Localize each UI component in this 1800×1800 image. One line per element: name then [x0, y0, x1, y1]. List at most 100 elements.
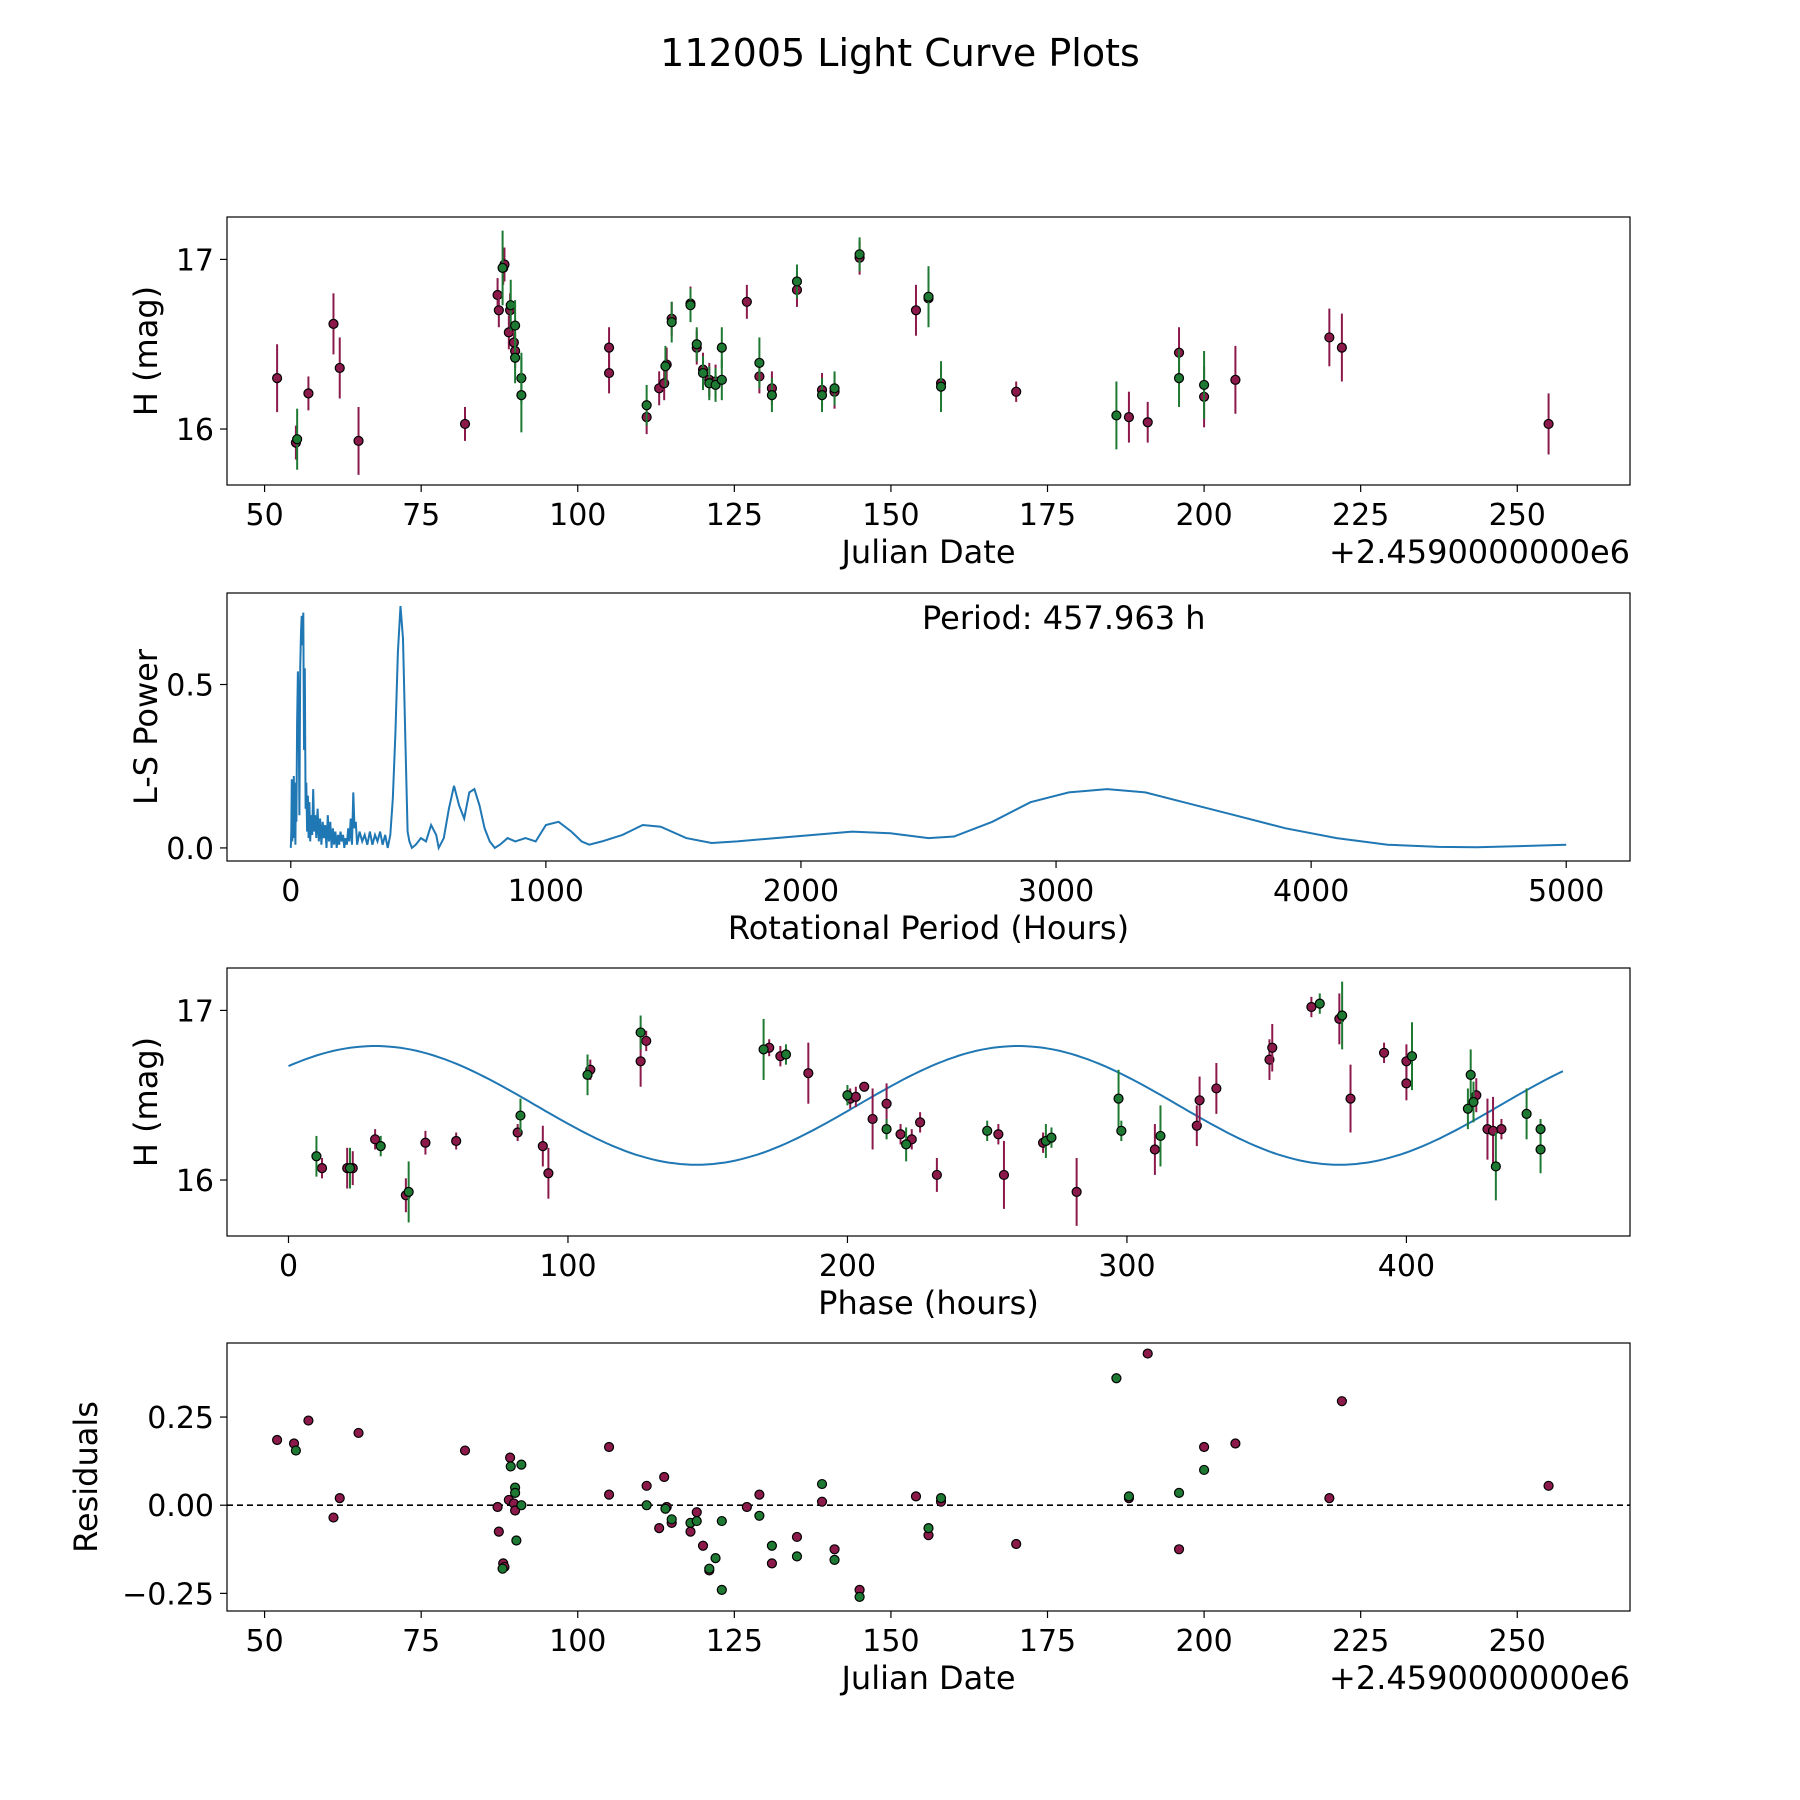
lightcurve-xtick-label: 125: [706, 498, 763, 533]
residuals-panel: 50 75 100 125 150 175 200 225 250 −0.25 0.00 0.25 Ju…: [67, 1342, 1631, 1697]
residuals-data-point: [505, 1452, 516, 1463]
residuals-data-point: [697, 1540, 709, 1551]
lightcurve-data-point: [1324, 332, 1335, 343]
residuals-data-point: [641, 1500, 652, 1511]
residuals-data-point: [854, 1591, 865, 1602]
lightcurve-data-point: [716, 374, 727, 385]
lightcurve-data-point: [923, 291, 934, 302]
phased-data-point: [758, 1044, 769, 1055]
phased-data-point: [998, 1169, 1010, 1181]
phased-frame: [226, 967, 1631, 1237]
residuals-data-point: [704, 1563, 715, 1574]
lightcurve-ytick-label: 17: [176, 243, 214, 278]
phased-data-point: [1149, 1144, 1160, 1155]
phased-data-point: [515, 1110, 526, 1121]
phased-data-point: [1155, 1130, 1166, 1142]
lightcurve-data-point: [328, 318, 339, 329]
phased-data-point: [1462, 1103, 1474, 1114]
phased-ylabel: H (mag): [127, 1037, 165, 1167]
lightcurve-data-point: [685, 300, 696, 311]
phased-ytick-label: 17: [176, 994, 214, 1029]
phased-data-point: [420, 1137, 431, 1148]
residuals-xtick-label: 125: [706, 1624, 763, 1659]
lightcurve-data-point: [603, 367, 615, 379]
periodogram-panel: 0 1000 2000 3000 4000 5000 0.0 0.5 Rotational Pe…: [127, 592, 1631, 947]
phased-data-point: [1314, 998, 1325, 1009]
residuals-data-point: [660, 1503, 671, 1514]
periodogram-xtick-label: 1000: [508, 874, 584, 909]
residuals-data-point: [935, 1493, 947, 1504]
residuals-xtick-label: 200: [1175, 1624, 1232, 1659]
lightcurve-ytick-label: 16: [176, 413, 214, 448]
residuals-data-point: [516, 1500, 527, 1511]
lightcurve-data-point: [1198, 379, 1210, 391]
residuals-data-point: [791, 1551, 803, 1562]
residuals-data-point: [1198, 1441, 1210, 1453]
residuals-data-point: [493, 1526, 504, 1537]
phased-ytick-label: 16: [176, 1164, 214, 1199]
phased-data-point: [803, 1068, 814, 1079]
phased-xtick-label: 0: [279, 1249, 298, 1284]
lightcurve-data-point: [791, 276, 803, 287]
lightcurve-data-point: [516, 390, 527, 401]
phased-data-point: [1267, 1042, 1278, 1053]
residuals-xtick-label: 50: [245, 1624, 283, 1659]
lightcurve-data-point: [1123, 412, 1135, 423]
periodogram-xtick-label: 0: [281, 874, 300, 909]
lightcurve-data-point: [508, 337, 519, 348]
phased-data-point: [859, 1081, 870, 1092]
residuals-ytick-label: 0.00: [147, 1489, 214, 1524]
residuals-data-point: [791, 1531, 803, 1543]
phased-data-point: [850, 1091, 861, 1103]
phased-data-point: [1535, 1144, 1546, 1155]
phased-data-point: [451, 1135, 462, 1147]
lightcurve-data-point: [1142, 417, 1153, 428]
periodogram-xtick-label: 2000: [763, 874, 839, 909]
periodogram-xtick-label: 5000: [1528, 874, 1604, 909]
lightcurve-data-point: [910, 305, 922, 316]
residuals-data-point: [1173, 1487, 1185, 1498]
phased-data-point: [1046, 1132, 1057, 1143]
residuals-data-point: [1142, 1348, 1153, 1359]
phased-data-point: [311, 1151, 322, 1162]
residuals-data-point: [497, 1563, 508, 1574]
lightcurve-data-point: [292, 434, 303, 445]
residuals-data-point: [1198, 1464, 1210, 1476]
lightcurve-xtick-label: 200: [1175, 498, 1232, 533]
residuals-data-point: [290, 1445, 301, 1456]
residuals-data-point: [666, 1514, 677, 1525]
periodogram-frame: [226, 592, 1631, 862]
residuals-data-point: [716, 1515, 727, 1527]
periodogram-series-line: [289, 606, 1567, 851]
phased-data-point: [915, 1117, 926, 1128]
residuals-data-point: [603, 1489, 615, 1500]
phased-panel: 0 100 200 300 400 16 17 Phase (hours) H (mag): [127, 967, 1631, 1322]
phased-xlabel: Phase (hours): [818, 1284, 1039, 1322]
lightcurve-data-point: [303, 388, 314, 399]
lightcurve-offset-label: +2.4590000000e6: [1329, 533, 1630, 571]
lightcurve-data-point: [603, 342, 615, 353]
lightcurve-data-point: [935, 381, 947, 392]
residuals-data-point: [816, 1496, 828, 1507]
lightcurve-data-point: [497, 262, 508, 273]
lightcurve-ylabel: H (mag): [127, 286, 165, 416]
lightcurve-xtick-label: 250: [1489, 498, 1546, 533]
lightcurve-data-point: [716, 342, 727, 353]
residuals-data-point: [1230, 1438, 1241, 1449]
phased-data-point: [316, 1163, 328, 1174]
phased-data-point: [1337, 1010, 1348, 1021]
residuals-data-point: [923, 1523, 934, 1534]
residuals-data-point: [816, 1478, 828, 1490]
residuals-data-point: [328, 1512, 339, 1523]
lightcurve-data-point: [353, 435, 364, 446]
lightcurve-data-point: [666, 317, 677, 328]
lightcurve-xtick-label: 50: [245, 498, 283, 533]
residuals-data-point: [910, 1491, 922, 1502]
phased-data-point: [635, 1027, 646, 1038]
lightcurve-xtick-label: 150: [862, 498, 919, 533]
residuals-data-point: [334, 1493, 345, 1504]
phased-data-point: [931, 1169, 942, 1181]
residuals-data-point: [754, 1489, 765, 1500]
residuals-data-point: [272, 1434, 283, 1446]
residuals-data-point: [353, 1427, 364, 1439]
